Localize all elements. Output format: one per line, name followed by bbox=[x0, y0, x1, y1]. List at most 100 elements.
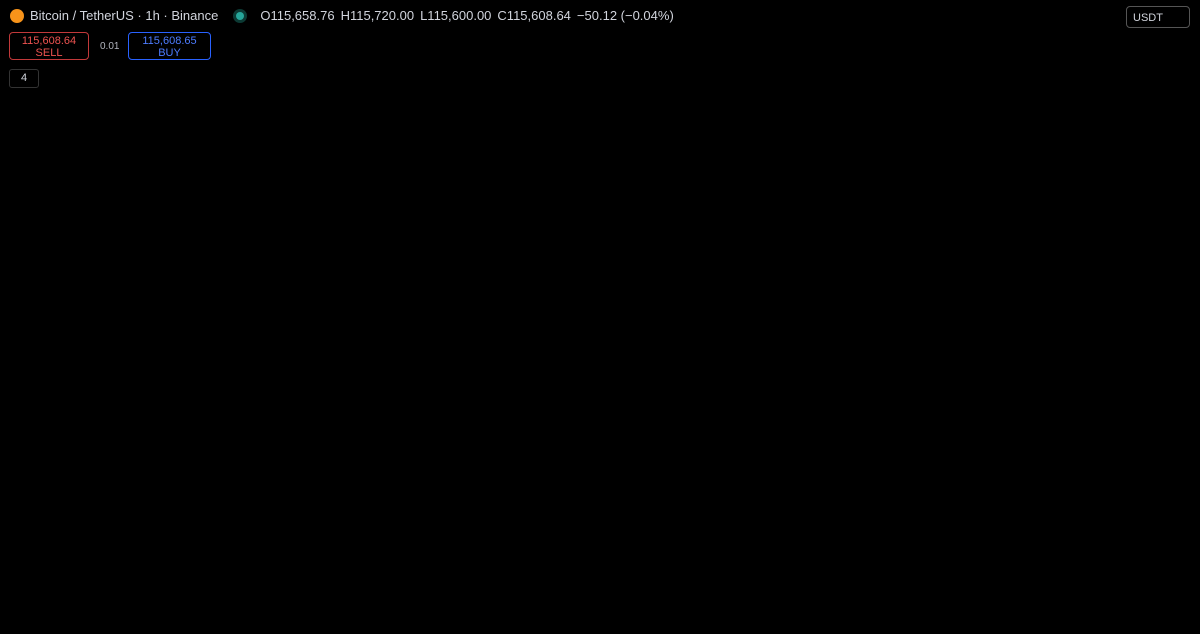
candle-body bbox=[243, 260, 250, 266]
candle-body bbox=[115, 280, 121, 298]
x-tick-label: 18 bbox=[827, 618, 839, 630]
symbol-title: Bitcoin / TetherUS · 1h · Binance bbox=[30, 8, 219, 23]
candle-body bbox=[2, 290, 9, 341]
price-tag-symbol-box bbox=[1067, 299, 1124, 316]
candle-body bbox=[235, 262, 242, 291]
candle-body bbox=[332, 400, 338, 402]
candle-body bbox=[219, 305, 226, 330]
candle-body bbox=[477, 320, 483, 341]
buy-button[interactable]: 115,608.65 BUY bbox=[128, 32, 211, 60]
candle-body bbox=[324, 285, 330, 402]
y-tick-label: 113,600.00 bbox=[1138, 517, 1192, 529]
settings-icon[interactable] bbox=[1157, 616, 1169, 628]
candle-body bbox=[18, 300, 25, 316]
layers-toggle[interactable]: 4 bbox=[9, 69, 39, 88]
candle-body bbox=[195, 325, 202, 351]
candle-body bbox=[404, 340, 411, 360]
candle-body bbox=[10, 315, 17, 341]
x-tick-label: 17 bbox=[635, 618, 647, 630]
spread: 0.01 bbox=[100, 41, 120, 52]
candle-body bbox=[461, 368, 467, 373]
candle-body bbox=[227, 290, 234, 306]
candle-body bbox=[67, 270, 73, 279]
price-change: −50.12 (−0.04%) bbox=[576, 8, 674, 23]
candle-body bbox=[348, 392, 354, 399]
candle-body bbox=[58, 272, 65, 279]
candle-body bbox=[308, 210, 314, 256]
candle-body bbox=[372, 405, 379, 411]
market-status bbox=[236, 11, 245, 20]
level-label: Monday Mid bbox=[748, 296, 808, 308]
candle-body bbox=[356, 365, 362, 401]
candle-body bbox=[268, 344, 274, 369]
candle-body bbox=[517, 302, 523, 308]
price-tag-price: 115,608.64 bbox=[1131, 301, 1185, 313]
candle-body bbox=[292, 262, 298, 326]
x-tick-label: 19 bbox=[1020, 618, 1032, 630]
candle-body bbox=[211, 315, 218, 330]
y-tick-label: 115,200.00 bbox=[1138, 345, 1192, 357]
candle-body bbox=[42, 275, 49, 281]
candle-body bbox=[99, 290, 105, 301]
candle-body bbox=[501, 283, 507, 291]
level-label: Monday High bbox=[746, 168, 811, 180]
candle-body bbox=[316, 253, 322, 258]
candle-body bbox=[444, 340, 451, 366]
candle-body bbox=[396, 359, 403, 411]
ohlc-open: O115,658.76 bbox=[260, 8, 335, 23]
x-tick-label: 14 bbox=[56, 618, 68, 630]
candle-body bbox=[187, 335, 194, 351]
y-tick-label: 117,600.00 bbox=[1138, 87, 1192, 99]
drawn-arrowhead bbox=[663, 115, 684, 129]
candle-body bbox=[493, 275, 499, 286]
price-tag-timer: 27:42 bbox=[1131, 314, 1159, 326]
y-tick-label: 114,000.00 bbox=[1138, 474, 1192, 486]
symbol-header: Bitcoin / TetherUS · 1h · Binance O115,6… bbox=[10, 8, 674, 23]
y-tick-label: 116,400.00 bbox=[1138, 216, 1192, 228]
candle-body bbox=[179, 335, 186, 345]
candle-body bbox=[428, 320, 435, 330]
y-tick-label: 113,200.00 bbox=[1138, 560, 1192, 572]
candle-body bbox=[276, 329, 282, 351]
ohlc-low: L115,600.00 bbox=[420, 8, 492, 23]
x-tick-label: 16 bbox=[442, 618, 454, 630]
currency-select[interactable]: USDT bbox=[1126, 6, 1190, 28]
candle-body bbox=[364, 365, 371, 409]
drawn-path bbox=[591, 119, 692, 522]
level-label: Monday Low bbox=[747, 428, 809, 440]
x-tick-label: 15 bbox=[249, 618, 261, 630]
y-tick-label: 114,800.00 bbox=[1138, 388, 1192, 400]
candle-body bbox=[123, 285, 129, 298]
candle-body bbox=[163, 290, 170, 294]
candle-body bbox=[485, 275, 491, 321]
candle-body bbox=[284, 325, 290, 330]
candle-body bbox=[420, 329, 427, 339]
price-tag-symbol: BTCUSDT bbox=[1071, 302, 1118, 313]
candle-body bbox=[203, 315, 210, 326]
coin-icon bbox=[10, 8, 24, 23]
candle-body bbox=[50, 272, 57, 281]
candle-body bbox=[147, 265, 153, 271]
buy-price: 115,608.65 bbox=[142, 35, 197, 47]
ohlc-close: C115,608.64 bbox=[497, 8, 571, 23]
y-tick-label: 118,000.00 bbox=[1138, 44, 1192, 56]
candle-body bbox=[155, 265, 161, 291]
candle-body bbox=[91, 285, 97, 301]
candle-body bbox=[260, 344, 266, 366]
candle-body bbox=[300, 210, 306, 263]
buy-label: BUY bbox=[158, 47, 181, 59]
candle-body bbox=[139, 265, 145, 273]
y-tick-label: 114,400.00 bbox=[1138, 431, 1192, 443]
y-tick-label: 116,800.00 bbox=[1138, 173, 1192, 185]
candle-body bbox=[469, 340, 475, 369]
sell-button[interactable]: 115,608.64 SELL bbox=[9, 32, 89, 60]
candle-body bbox=[436, 318, 443, 341]
candle-body bbox=[107, 278, 113, 291]
candle-body bbox=[509, 285, 515, 302]
candle-body bbox=[251, 268, 258, 345]
candle-body bbox=[171, 293, 178, 336]
ohlc-high: H115,720.00 bbox=[340, 8, 415, 23]
y-tick-label: 116,000.00 bbox=[1138, 259, 1192, 271]
